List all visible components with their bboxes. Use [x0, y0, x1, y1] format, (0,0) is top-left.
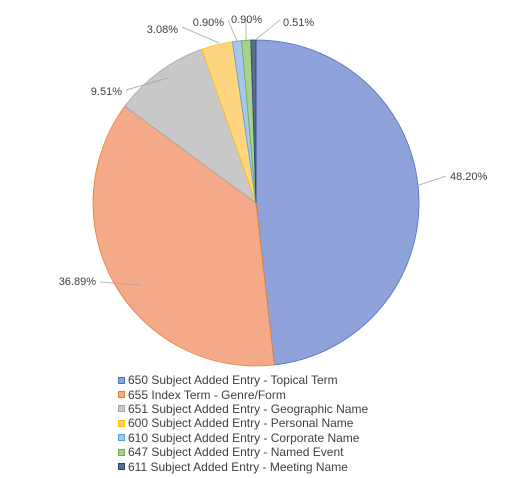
legend-item: 655 Index Term - Genre/Form	[118, 387, 368, 402]
legend-swatch	[118, 376, 125, 384]
chart-legend: 650 Subject Added Entry - Topical Term 65…	[118, 373, 368, 474]
legend-item: 611 Subject Added Entry - Meeting Name	[118, 459, 368, 474]
legend-swatch	[118, 448, 125, 456]
legend-swatch	[118, 419, 125, 427]
data-label: 48.20%	[450, 171, 488, 183]
legend-label: 611 Subject Added Entry - Meeting Name	[128, 459, 348, 474]
pie-slice	[124, 48, 257, 205]
pie-slice	[92, 105, 275, 367]
legend-label: 650 Subject Added Entry - Topical Term	[128, 373, 338, 388]
leader-line	[254, 19, 281, 41]
legend-swatch	[118, 434, 125, 442]
legend-label: 647 Subject Added Entry - Named Event	[128, 445, 344, 460]
legend-label: 651 Subject Added Entry - Geographic Nam…	[128, 401, 369, 416]
leader-line	[227, 19, 238, 42]
legend-swatch	[118, 405, 125, 413]
legend-item: 650 Subject Added Entry - Topical Term	[118, 373, 368, 387]
legend-item: 600 Subject Added Entry - Personal Name	[118, 416, 368, 430]
data-label: 3.08%	[147, 24, 178, 36]
legend-swatch	[118, 463, 125, 471]
data-label: 0.90%	[193, 17, 224, 29]
legend-label: 610 Subject Added Entry - Corporate Name	[128, 430, 360, 445]
leader-line	[125, 77, 169, 91]
legend-item: 610 Subject Added Entry - Corporate Name	[118, 431, 368, 445]
leader-line	[415, 175, 447, 187]
data-label: 9.51%	[91, 86, 122, 98]
leader-line	[181, 26, 220, 44]
data-label: 0.90%	[231, 14, 262, 26]
leader-line	[99, 281, 141, 286]
legend-item: 647 Subject Added Entry - Named Event	[118, 445, 368, 459]
legend-label: 600 Subject Added Entry - Personal Name	[128, 416, 354, 431]
data-label: 0.51%	[283, 17, 314, 29]
data-label: 36.89%	[59, 276, 97, 288]
pie-slice	[250, 39, 257, 204]
legend-swatch	[118, 391, 125, 399]
pie-slice	[255, 39, 420, 366]
legend-label: 655 Index Term - Genre/Form	[128, 387, 286, 402]
legend-item: 651 Subject Added Entry - Geographic Nam…	[118, 402, 368, 416]
